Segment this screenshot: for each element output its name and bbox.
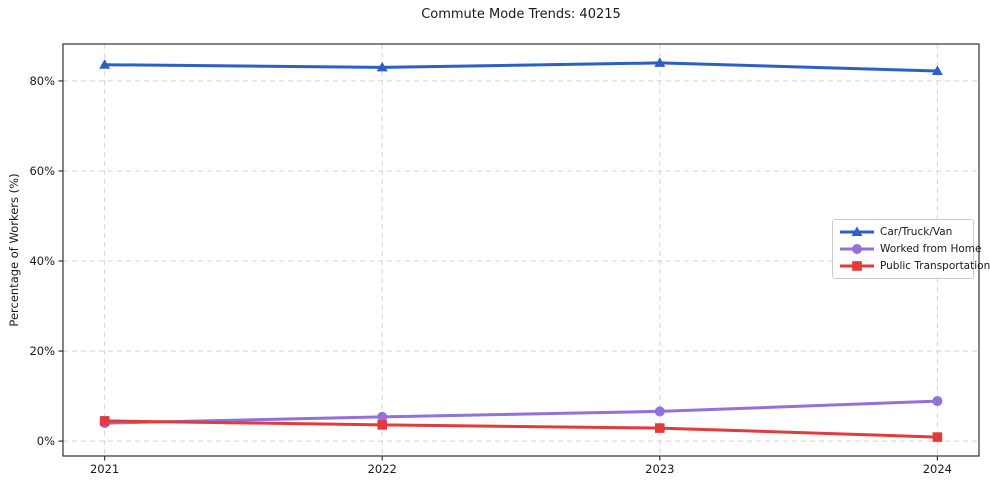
circle-marker (932, 396, 943, 407)
x-tick-label: 2021 (90, 462, 119, 476)
axes-spines (62, 43, 980, 457)
y-tick-label: 40% (29, 254, 55, 268)
square-marker (654, 423, 665, 433)
legend-swatch-square (840, 260, 874, 271)
legend-item-public-transportation: Public Transportation (840, 258, 990, 274)
series-line (103, 61, 939, 73)
circle-marker (852, 243, 862, 254)
triangle-marker (99, 59, 111, 69)
legend-item-worked-from-home: Worked from Home (840, 241, 981, 257)
triangle-marker (376, 61, 388, 72)
legend-item-car-truck-van: Car/Truck/Van (840, 224, 966, 240)
y-tick-label: 80% (29, 74, 55, 88)
legend-swatch-circle (840, 243, 874, 254)
square-marker (852, 260, 862, 271)
square-marker (99, 416, 110, 426)
square-marker (377, 420, 388, 430)
triangle-marker (931, 65, 943, 76)
x-tick-label: 2022 (368, 462, 397, 476)
square-marker (932, 432, 943, 442)
triangle-marker (851, 226, 863, 237)
legend-label: Public Transportation (880, 259, 990, 272)
y-tick-label: 20% (29, 344, 55, 358)
legend-label: Car/Truck/Van (880, 226, 953, 239)
series-line (103, 399, 939, 425)
circle-marker (654, 406, 665, 417)
x-tick-label: 2024 (923, 462, 952, 476)
legend: Car/Truck/Van Worked from Home Public Tr… (832, 219, 990, 279)
y-tick-label: 60% (29, 164, 55, 178)
circle-marker (377, 411, 388, 422)
legend-swatch-triangle (840, 226, 874, 237)
legend-label: Worked from Home (880, 242, 982, 255)
chart-title: Commute Mode Trends: 40215 (421, 7, 621, 22)
series-line (103, 419, 939, 439)
x-tick-label: 2023 (645, 462, 674, 476)
y-tick-label: 0% (37, 434, 55, 448)
triangle-marker (654, 57, 666, 67)
